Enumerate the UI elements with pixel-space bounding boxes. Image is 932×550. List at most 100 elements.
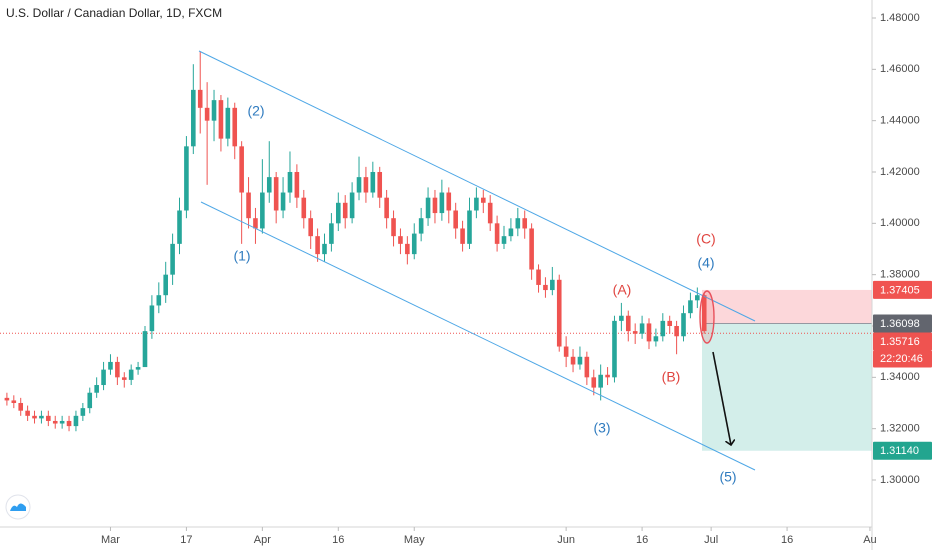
candle-body (370, 171, 376, 193)
wave-label: (C) (696, 231, 715, 247)
price-label-box (873, 280, 932, 299)
candle-body (501, 236, 507, 244)
candle-body (329, 223, 334, 244)
candle-body (218, 100, 224, 139)
candle-body (550, 279, 555, 291)
y-tick-label: 1.46000 (880, 63, 920, 75)
candle-body (108, 361, 113, 370)
arrow (712, 351, 731, 445)
candle-body (80, 408, 86, 416)
candle-body (384, 197, 389, 219)
price-label: 1.35716 (880, 336, 920, 348)
candle-body (632, 331, 638, 334)
candle-body (301, 197, 307, 219)
channel-upper (198, 50, 756, 322)
candle-body (39, 415, 44, 419)
candle-body (494, 223, 500, 244)
candle-body (625, 315, 631, 332)
price-label: 1.37405 (880, 284, 920, 296)
candle-body (460, 228, 465, 244)
candle-body (474, 197, 479, 211)
wave-label: (B) (662, 369, 681, 385)
candle-body (94, 385, 99, 393)
price-label: 1.31140 (880, 445, 919, 457)
wave-label: (4) (697, 255, 714, 271)
countdown-box (873, 350, 932, 368)
x-tick-label: 16 (332, 534, 344, 546)
candle-body (260, 192, 265, 229)
candle-body (336, 202, 341, 224)
candle-body (584, 356, 590, 378)
y-tick-label: 1.30000 (880, 474, 920, 486)
candle-body (570, 356, 576, 365)
candle-body (411, 233, 417, 255)
candle-body (605, 374, 610, 378)
candle-body (197, 89, 203, 108)
candle-body (32, 415, 37, 419)
candle-body (287, 171, 293, 193)
y-tick-label: 1.42000 (880, 166, 920, 178)
candle-body (536, 269, 541, 285)
candle-body (398, 236, 403, 244)
candle-body (543, 284, 548, 291)
candle-body (681, 313, 686, 337)
candle-body (25, 410, 30, 416)
candle-body (322, 243, 327, 255)
candle-body (52, 420, 58, 424)
candle-body (363, 177, 369, 193)
candle-body (660, 320, 666, 337)
x-tick-label: 16 (636, 534, 648, 546)
candle-body (667, 320, 673, 326)
candle-body (563, 346, 569, 357)
candle-body (639, 323, 645, 334)
candle-body (253, 218, 258, 229)
candle-body (266, 177, 272, 193)
candle-body (121, 377, 127, 380)
candle-body (515, 218, 521, 229)
candle-body (425, 197, 431, 219)
price-label-box (873, 332, 932, 351)
candle-body (577, 356, 583, 365)
candle-body (556, 279, 562, 347)
drawings (198, 50, 756, 471)
candle-body (101, 369, 106, 386)
candle-body (674, 325, 679, 337)
candle-body (688, 300, 693, 314)
candle-body (156, 295, 162, 306)
candle-body (294, 171, 300, 198)
price-label-box (873, 314, 932, 333)
candle-body (225, 107, 231, 139)
candle-body (177, 210, 182, 244)
candle-body (467, 210, 472, 244)
candle-body (315, 236, 320, 255)
candle-body (701, 295, 707, 332)
candle-body (391, 218, 396, 237)
candle-body (439, 192, 445, 214)
candle-body (135, 367, 141, 370)
candle-body (273, 177, 279, 211)
countdown: 22:20:46 (880, 353, 923, 365)
candle-body (239, 146, 244, 193)
candle-body (598, 374, 603, 388)
candle-body (453, 210, 458, 229)
wave-label: (A) (613, 282, 632, 298)
candle-body (204, 107, 210, 121)
candle-body (149, 305, 155, 332)
candle-body (73, 415, 79, 427)
candle-body (66, 420, 72, 427)
chart-title: U.S. Dollar / Canadian Dollar, 1D, FXCM (6, 6, 222, 20)
channel-lower (200, 201, 756, 471)
position-zones (702, 289, 872, 451)
candle-body (529, 228, 534, 270)
x-tick-label: Jul (704, 534, 718, 546)
candle-body (612, 320, 617, 378)
candle-body (11, 400, 17, 403)
candle-body (59, 420, 65, 424)
candle-body (432, 197, 438, 214)
candle-body (170, 243, 175, 275)
x-tick-label: Apr (254, 534, 271, 546)
x-tick-label: 16 (781, 534, 793, 546)
candle-body (308, 218, 313, 237)
candle-body (487, 202, 493, 224)
